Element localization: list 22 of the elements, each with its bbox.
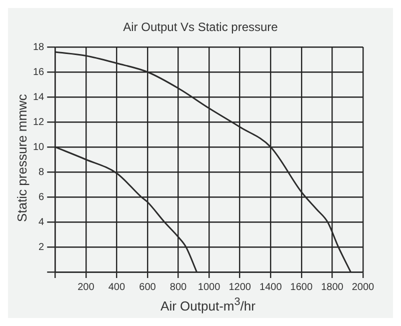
y-axis-title: Static pressure mmwc (14, 94, 30, 222)
y-tick-label: 4 (38, 216, 45, 228)
x-tick-label: 1000 (198, 282, 221, 293)
y-tick-label: 12 (33, 116, 45, 128)
x-axis-title: Air Output-m$^{3}$/hr (160, 296, 256, 314)
y-tick-label: 8 (38, 166, 45, 178)
y-tick-label: 6 (38, 192, 45, 203)
x-tick-label: 1800 (321, 282, 344, 293)
x-tick-label: 200 (78, 282, 95, 293)
x-tick-label: 1200 (228, 282, 252, 293)
x-tick-label: 600 (139, 282, 156, 293)
x-tick-label: 1400 (260, 282, 282, 293)
x-tick-label: 800 (170, 282, 188, 293)
y-tick-label: 18 (33, 42, 45, 53)
y-tick-label: 16 (33, 66, 45, 78)
x-tick-label: 2000 (352, 282, 375, 293)
x-tick-label: 1600 (290, 282, 313, 293)
y-tick-label: 14 (33, 92, 45, 103)
y-tick-label: 2 (38, 242, 45, 253)
y-tick-label: 10 (33, 142, 45, 153)
x-tick-label: 400 (108, 282, 126, 293)
chart-title: Air Output Vs Static pressure (122, 20, 279, 34)
